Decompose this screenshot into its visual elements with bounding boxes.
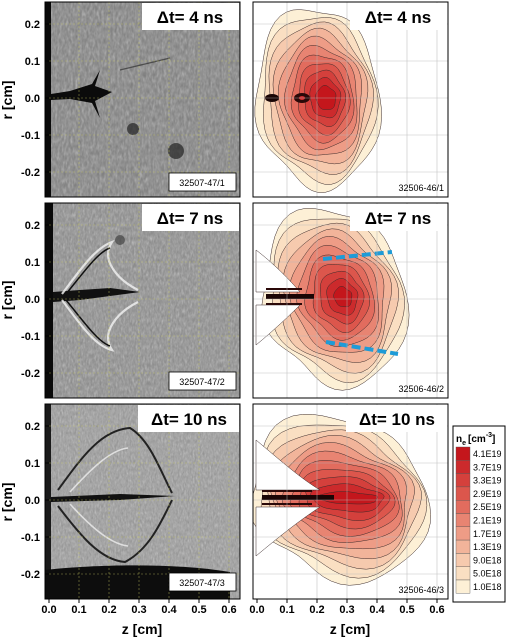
x-tick-label: 0.6: [429, 604, 444, 616]
colorbar-level-label: 1.7E19: [473, 529, 502, 539]
x-tick-label: 0.1: [71, 604, 86, 616]
colorbar-swatch: [455, 500, 471, 514]
time-label-row-2-left: Δt= 7 ns: [157, 209, 224, 228]
density-contours-1: [254, 9, 382, 193]
shadowgraph-panel-1: [45, 2, 240, 197]
shadowgraph-panel-3: [45, 404, 240, 599]
x-tick-label: 0.4: [369, 604, 385, 616]
shot-label-1-right: 32506-46/1: [398, 183, 444, 193]
shot-label-1-left: 32507-47/1: [179, 178, 225, 188]
x-tick-label: 0.4: [161, 604, 177, 616]
x-axis-title-left: z [cm]: [122, 621, 162, 637]
time-label-row-1-left: Δt= 4 ns: [157, 8, 224, 27]
y-tick-label: -0.1: [21, 331, 40, 343]
plasma-jet: [51, 70, 112, 118]
y-tick-label: 0.2: [25, 421, 40, 433]
colorbar-level-label: 3.7E19: [473, 462, 502, 472]
colorbar-legend: ne [cm-3] 4.1E19 3.7E19 3.3E19 2.9E19 2.5E19 2…: [452, 425, 506, 603]
colorbar-level-label: 9.0E18: [473, 555, 502, 565]
y-axis-title-2: r [cm]: [0, 281, 15, 320]
y-tick-label: -0.1: [21, 130, 40, 142]
colorbar-level-label: 1.0E18: [473, 582, 502, 592]
y-axis-title-1: r [cm]: [0, 81, 15, 120]
colorbar-swatch: [455, 446, 471, 461]
shot-label-3-right: 32506-46/3: [398, 585, 444, 595]
panel-frames: [44, 1, 449, 600]
density-panel-2: [253, 203, 448, 398]
colorbar-swatch: [455, 473, 471, 488]
annotation-line-upper: [322, 250, 393, 261]
time-labels: Δt= 4 ns Δt= 4 ns Δt= 7 ns Δt= 7 ns Δt= …: [138, 3, 447, 432]
shot-label-2-left: 32507-47/2: [179, 377, 225, 387]
jet-core: [266, 288, 314, 305]
x-tick-label: 0.2: [101, 604, 116, 616]
y-tick-label: -0.2: [21, 167, 40, 179]
colorbar-level-label: 1.3E19: [473, 542, 502, 552]
y-tick-label: 0.0: [25, 294, 40, 306]
shot-label-2-right: 32506-46/2: [398, 384, 444, 394]
colorbar-swatch: [455, 460, 471, 474]
x-tick-label: 0.1: [279, 604, 294, 616]
annotation-line-lower: [325, 340, 399, 356]
shot-label-3-left: 32507-47/3: [179, 578, 225, 588]
time-label-row-1-right: Δt= 4 ns: [365, 8, 432, 27]
y-tick-label: 0.2: [25, 19, 40, 31]
colorbar-title: ne [cm-3]: [456, 432, 495, 447]
colorbar-level-label: 3.3E19: [473, 476, 502, 486]
shadowgraph-panel-2: [45, 203, 240, 398]
x-tick-label: 0.0: [41, 604, 56, 616]
colorbar-level-label: 2.5E19: [473, 502, 502, 512]
x-axis-title-right: z [cm]: [330, 621, 370, 637]
shot-labels: 32507-47/1 32506-46/1 32507-47/2 32506-4…: [168, 172, 444, 595]
x-tick-label: 0.3: [339, 604, 354, 616]
colorbar-swatch: [455, 526, 471, 541]
y-tick-label: 0.1: [25, 56, 40, 68]
colorbar-swatch: [455, 579, 471, 594]
x-tick-label: 0.5: [399, 604, 414, 616]
target-surface: [45, 203, 53, 398]
y-tick-label: 0.0: [25, 495, 40, 507]
x-tick-label: 0.2: [309, 604, 324, 616]
y-tick-label: 0.2: [25, 220, 40, 232]
colorbar-level-label: 5.0E18: [473, 569, 502, 579]
y-axis-title-3: r [cm]: [0, 483, 15, 522]
time-label-row-3-right: Δt= 10 ns: [359, 410, 435, 429]
density-panel-1: [253, 2, 448, 197]
time-label-row-2-right: Δt= 7 ns: [365, 209, 432, 228]
target-surface: [45, 404, 51, 599]
colorbar-swatch: [455, 486, 471, 501]
colorbar-level-label: 2.9E19: [473, 489, 502, 499]
colorbar-swatch: [455, 566, 471, 581]
target-surface: [45, 2, 51, 197]
x-tick-label: 0.5: [191, 604, 206, 616]
colorbar-swatch: [455, 513, 471, 528]
colorbar-level-label: 2.1E19: [473, 516, 502, 526]
y-tick-label: -0.1: [21, 532, 40, 544]
axes: 0.2 0.1 0.0 -0.1 -0.2 0.2 0.1 0.0 -0.1 -0.2 0.2 0.1…: [21, 19, 445, 616]
y-tick-label: 0.1: [25, 458, 40, 470]
x-tick-label: 0.3: [131, 604, 146, 616]
y-tick-label: -0.2: [21, 368, 40, 380]
y-tick-label: -0.2: [21, 569, 40, 581]
colorbar-swatch: [455, 539, 471, 554]
y-tick-label: 0.0: [25, 93, 40, 105]
x-tick-label: 0.6: [221, 604, 236, 616]
x-tick-label: 0.0: [249, 604, 264, 616]
colorbar-swatch: [455, 553, 471, 567]
time-label-row-3-left: Δt= 10 ns: [151, 410, 227, 429]
colorbar-level-label: 4.1E19: [473, 449, 502, 459]
y-tick-label: 0.1: [25, 257, 40, 269]
density-panel-3: [253, 404, 448, 599]
grid-lines: [45, 2, 448, 599]
